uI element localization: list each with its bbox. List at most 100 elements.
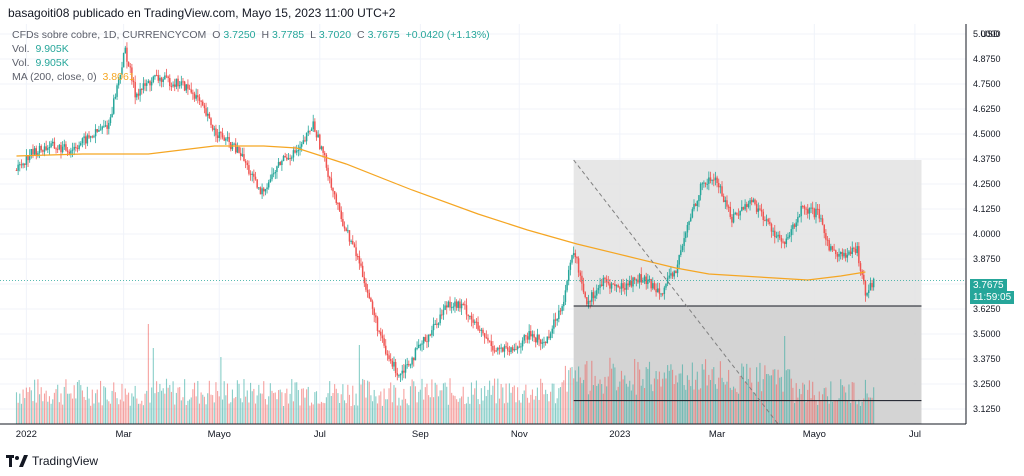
candle-body — [422, 337, 425, 344]
candle-body — [462, 303, 464, 305]
candle-body — [480, 329, 483, 331]
candle-body — [300, 144, 303, 147]
volume-bar — [220, 357, 222, 424]
candle — [241, 147, 244, 158]
candle — [340, 206, 342, 222]
candle — [274, 170, 277, 180]
volume-bar — [589, 390, 591, 424]
candle — [188, 84, 191, 90]
candle-body — [22, 163, 24, 166]
volume-bar — [378, 395, 380, 424]
volume-bar — [848, 384, 850, 424]
candle — [33, 146, 36, 156]
candle-body — [849, 251, 852, 255]
volume-bar — [810, 398, 812, 424]
candle — [506, 342, 509, 356]
candle-body — [66, 150, 69, 152]
candle-body — [436, 323, 438, 325]
candle — [482, 327, 484, 336]
candle — [838, 248, 840, 262]
candle — [25, 149, 28, 171]
volume-bar — [383, 388, 385, 424]
candle — [610, 282, 613, 293]
candle-body — [835, 250, 837, 255]
candle-body — [439, 314, 441, 324]
candle — [141, 88, 143, 95]
candle — [515, 342, 517, 351]
candle-body — [216, 135, 219, 138]
candle-body — [645, 276, 647, 285]
volume-bar — [761, 391, 763, 424]
volume-bar — [851, 382, 853, 424]
candle-body — [211, 124, 214, 130]
candle-body — [98, 129, 100, 132]
candle — [30, 148, 33, 159]
candle-body — [178, 85, 181, 87]
volume-bar — [339, 403, 341, 424]
candle — [210, 117, 212, 128]
candle-body — [836, 254, 839, 257]
candle — [277, 158, 280, 168]
volume-bar — [180, 400, 182, 424]
volume-bar — [845, 392, 847, 424]
price-chart[interactable]: USD5.00004.87504.75004.62504.50004.37504… — [0, 24, 1024, 454]
candle-body — [43, 146, 46, 152]
volume-bar — [75, 398, 77, 424]
volume-bar — [340, 394, 342, 424]
volume-bar — [858, 399, 860, 424]
candle-body — [577, 258, 580, 273]
volume-bar — [210, 394, 212, 424]
candle-body — [177, 78, 179, 87]
volume-bar — [223, 381, 225, 424]
candle-body — [61, 146, 64, 153]
candle — [521, 337, 524, 351]
candle-body — [620, 283, 623, 289]
volume-bar — [80, 385, 82, 424]
volume-bar — [703, 369, 705, 424]
volume-bar — [606, 386, 608, 424]
candle — [211, 124, 214, 132]
candle-body — [457, 301, 460, 308]
candle-body — [384, 345, 387, 354]
y-tick-label: 5.0000 — [973, 29, 1001, 39]
volume-bar — [622, 379, 624, 424]
candle — [99, 123, 102, 131]
volume-bar — [294, 382, 296, 424]
candle-body — [643, 276, 646, 282]
candle — [159, 74, 161, 87]
volume-bar — [632, 384, 634, 424]
candle-body — [202, 101, 204, 106]
candle — [304, 136, 306, 143]
candle — [244, 159, 247, 169]
candle — [625, 278, 628, 297]
candle-body — [475, 321, 478, 323]
candle-body — [656, 288, 659, 293]
volume-bar — [756, 367, 758, 424]
volume-bar — [22, 389, 24, 424]
volume-bar — [319, 403, 321, 424]
candle-body — [541, 342, 544, 344]
candle-body — [258, 187, 260, 189]
candle-body — [297, 150, 300, 152]
volume-bar — [711, 369, 713, 424]
candle — [426, 334, 428, 349]
candle — [467, 314, 469, 323]
candle-body — [711, 179, 713, 181]
candle — [576, 256, 578, 264]
volume-bar — [403, 388, 405, 424]
candle — [450, 302, 453, 314]
volume-bar — [826, 396, 829, 424]
candle-body — [343, 226, 346, 229]
volume-bar — [630, 390, 632, 424]
volume-bar — [863, 398, 865, 424]
candle-body — [380, 331, 382, 336]
candle-body — [226, 137, 229, 139]
candle — [358, 250, 361, 270]
candle-body — [666, 277, 669, 284]
volume-bar — [226, 383, 229, 424]
volume-bar — [868, 397, 870, 424]
candle — [746, 201, 748, 213]
footer-brand[interactable]: TradingView — [6, 454, 98, 468]
candle — [213, 125, 216, 137]
volume-bar — [619, 381, 621, 424]
